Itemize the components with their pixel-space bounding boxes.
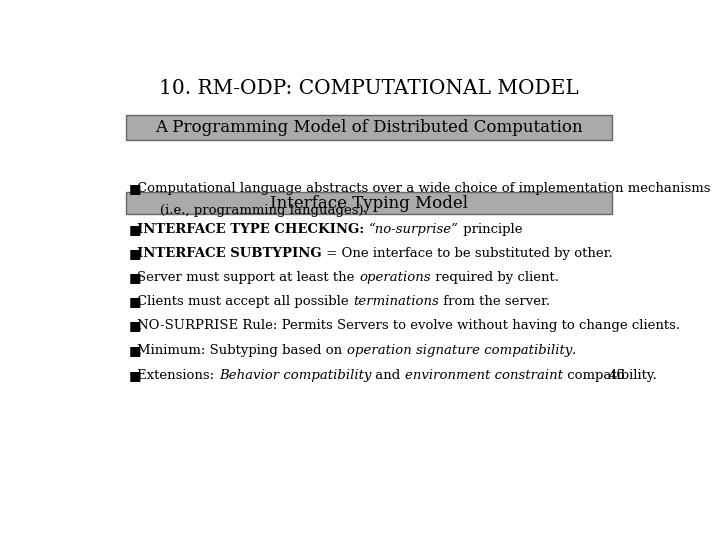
- Text: INTERFACE SUBTYPING: INTERFACE SUBTYPING: [138, 247, 322, 260]
- Text: INTERFACE TYPE CHECKING:: INTERFACE TYPE CHECKING:: [138, 223, 369, 236]
- Text: Interface Typing Model: Interface Typing Model: [270, 195, 468, 212]
- Text: ■: ■: [129, 295, 142, 308]
- Text: “no-surprise”: “no-surprise”: [369, 223, 459, 236]
- Text: environment constraint: environment constraint: [405, 369, 563, 382]
- FancyBboxPatch shape: [126, 114, 612, 140]
- Text: 10. RM-ODP: COMPUTATIONAL MODEL: 10. RM-ODP: COMPUTATIONAL MODEL: [159, 79, 579, 98]
- Text: compatibility.: compatibility.: [563, 369, 657, 382]
- Text: required by client.: required by client.: [431, 271, 559, 284]
- Text: Extensions:: Extensions:: [138, 369, 219, 382]
- Text: NO-SURPRISE Rule: Permits Servers to evolve without having to change clients.: NO-SURPRISE Rule: Permits Servers to evo…: [138, 319, 680, 332]
- Text: ■: ■: [129, 271, 142, 284]
- Text: Minimum: Subtyping based on: Minimum: Subtyping based on: [138, 344, 347, 357]
- FancyBboxPatch shape: [126, 192, 612, 214]
- Text: ■: ■: [129, 223, 142, 236]
- Text: 46: 46: [609, 369, 626, 382]
- Text: (i.e., programming languages).: (i.e., programming languages).: [160, 204, 368, 217]
- Text: ■: ■: [129, 247, 142, 260]
- Text: operations: operations: [359, 271, 431, 284]
- Text: principle: principle: [459, 223, 523, 236]
- Text: ■: ■: [129, 369, 142, 382]
- Text: from the server.: from the server.: [439, 295, 550, 308]
- Text: terminations: terminations: [354, 295, 439, 308]
- Text: and: and: [372, 369, 405, 382]
- Text: operation signature compatibility: operation signature compatibility: [347, 344, 572, 357]
- Text: Computational language abstracts over a wide choice of implementation mechanisms: Computational language abstracts over a …: [138, 182, 711, 195]
- Text: .: .: [572, 344, 577, 357]
- Text: ■: ■: [129, 344, 142, 357]
- Text: Clients must accept all possible: Clients must accept all possible: [138, 295, 354, 308]
- Text: ■: ■: [129, 182, 142, 195]
- Text: ■: ■: [129, 319, 142, 332]
- Text: A Programming Model of Distributed Computation: A Programming Model of Distributed Compu…: [156, 119, 582, 136]
- Text: Server must support at least the: Server must support at least the: [138, 271, 359, 284]
- Text: = One interface to be substituted by other.: = One interface to be substituted by oth…: [322, 247, 613, 260]
- Text: Behavior compatibility: Behavior compatibility: [219, 369, 372, 382]
